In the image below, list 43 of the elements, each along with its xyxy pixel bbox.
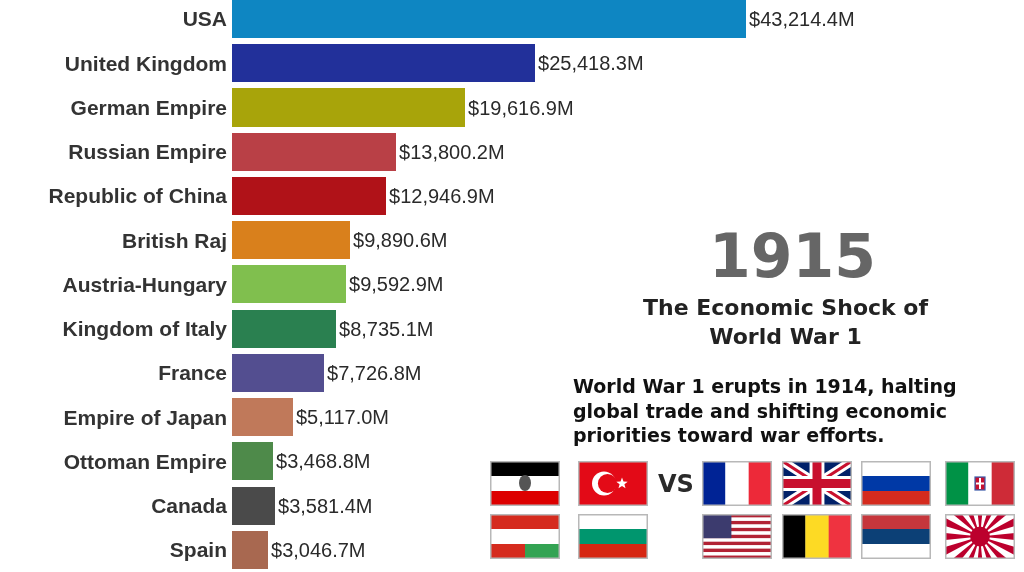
annotation: VS: [658, 470, 694, 498]
bar: [232, 133, 396, 171]
bar: [232, 265, 346, 303]
y-tick-label: United Kingdom: [64, 51, 227, 75]
data-label: $9,890.6M: [353, 229, 448, 251]
bar: [232, 177, 386, 215]
data-label: $8,735.1M: [339, 318, 434, 340]
bar: [232, 354, 324, 392]
bar: [232, 531, 268, 569]
y-tick-label: France: [158, 361, 227, 385]
data-label: $43,214.4M: [749, 8, 855, 30]
data-label: $5,117.0M: [296, 406, 390, 428]
y-tick-label: Ottoman Empire: [63, 449, 227, 473]
text: The Economic Shock of World War 1: [643, 295, 929, 349]
data-label: $7,726.8M: [327, 362, 422, 384]
y-tick-label: Empire of Japan: [63, 405, 227, 429]
bar: [232, 487, 275, 525]
data-label: $3,046.7M: [271, 539, 366, 561]
bar: [232, 88, 465, 127]
bar: [232, 310, 336, 348]
data-label: $3,468.8M: [276, 450, 371, 472]
bar: [232, 398, 293, 436]
data-label: $12,946.9M: [389, 185, 495, 207]
y-tick-label: German Empire: [70, 95, 227, 119]
annotation: 1915: [709, 221, 876, 291]
data-label: $9,592.9M: [349, 273, 444, 295]
bar: [232, 44, 535, 82]
data-label: $19,616.9M: [468, 96, 574, 119]
y-tick-label: Russian Empire: [68, 140, 227, 164]
bar: [232, 442, 273, 480]
y-tick-label: British Raj: [121, 228, 227, 252]
data-label: $25,418.3M: [538, 52, 644, 74]
y-tick-label: Canada: [151, 493, 228, 517]
bar: [232, 221, 350, 259]
y-tick-label: USA: [182, 7, 227, 31]
y-tick-label: Spain: [169, 538, 227, 562]
y-tick-label: Austria-Hungary: [62, 272, 228, 296]
y-tick-label: Kingdom of Italy: [62, 317, 228, 341]
bar: [232, 0, 746, 38]
data-label: $3,581.4M: [278, 495, 373, 517]
data-label: $13,800.2M: [399, 141, 505, 163]
y-tick-label: Republic of China: [48, 184, 228, 208]
text: World War 1 erupts in 1914, halting global trade and shifting economic priorities toward war efforts.: [573, 375, 957, 447]
